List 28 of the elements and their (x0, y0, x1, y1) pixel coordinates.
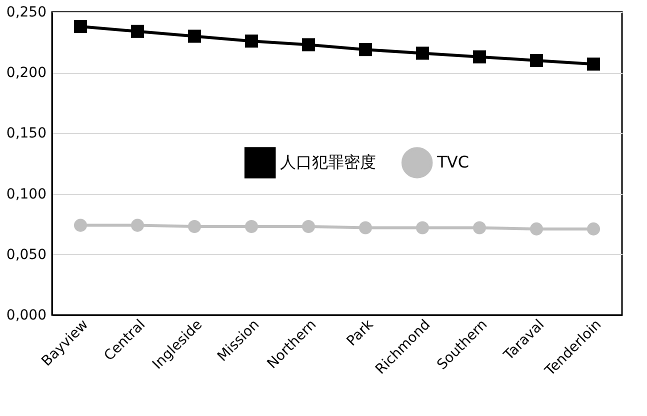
point (530, 222, 544, 236)
y-tick-label: 0,050 (6, 246, 46, 263)
y-tick-label: 0,000 (6, 308, 46, 324)
point (74, 218, 88, 232)
point (358, 43, 372, 56)
point (586, 222, 600, 236)
point (302, 220, 316, 234)
point (358, 221, 372, 234)
point (530, 54, 544, 67)
legend-label: 人口犯罪密度 (280, 152, 376, 172)
point (586, 58, 600, 71)
point (416, 46, 430, 60)
y-tick-label: 0,250 (6, 4, 46, 20)
point (130, 24, 144, 38)
point (244, 34, 258, 48)
y-tick-label: 0,200 (6, 65, 46, 82)
point (472, 50, 486, 64)
point (130, 218, 144, 232)
point (244, 220, 258, 234)
legend-label: TVC (436, 152, 469, 172)
point (188, 30, 202, 43)
point (472, 221, 486, 234)
point (74, 20, 88, 34)
y-tick-label: 0,150 (6, 126, 46, 142)
y-tick-label: 0,100 (6, 186, 46, 202)
point (188, 220, 202, 234)
point (302, 38, 316, 52)
point (416, 221, 430, 234)
